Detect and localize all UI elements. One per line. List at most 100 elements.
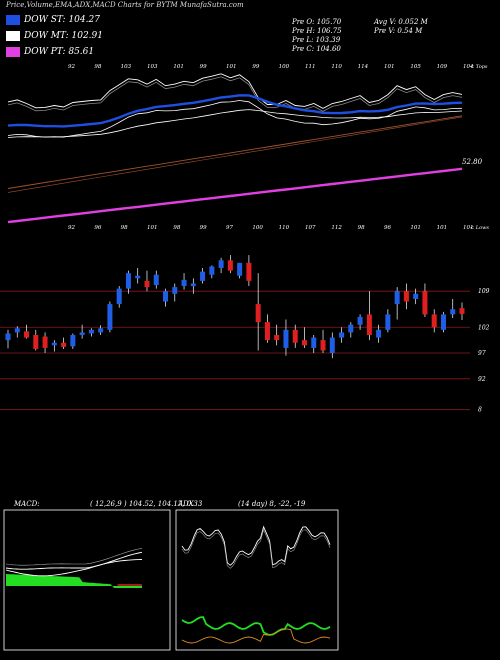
avg-volume: Avg V: 0.052 M	[374, 18, 428, 26]
legend-dow-pt: DOW PT: 85.61	[6, 45, 94, 58]
candle-down	[274, 335, 280, 341]
ema-bottom-label: 100	[252, 225, 263, 231]
candle-up	[209, 266, 215, 275]
adx-line	[181, 525, 331, 566]
ema-top-label: 101	[384, 64, 395, 70]
ema-st-line	[7, 94, 463, 128]
candle-up	[283, 329, 289, 348]
ema-top-label: 99	[200, 64, 207, 70]
candle-up	[135, 275, 141, 279]
candle-up	[190, 283, 196, 287]
ema-bottom-label: 96	[94, 225, 101, 231]
candle-down	[459, 308, 465, 314]
macd-histogram	[6, 574, 142, 588]
ema-top-label: 109	[437, 64, 448, 70]
prev-volume: Pre V: 0.54 M	[374, 27, 423, 35]
candle-down	[366, 314, 372, 335]
macd-label: MACD:	[14, 500, 40, 508]
ema-bottom-label: 110	[279, 225, 290, 231]
prev-low: Pre L: 103.39	[292, 36, 341, 44]
ema-top-label: 103	[147, 64, 158, 70]
ema-top-label: 92	[68, 64, 75, 70]
ema-top-label: 104	[463, 64, 474, 70]
candle-down	[33, 335, 39, 349]
candle-up	[79, 332, 85, 335]
price-panel: 109 102 97 92 8	[0, 255, 490, 414]
price-level-label: 109	[478, 288, 490, 295]
ema-bottom-label: 112	[331, 225, 342, 231]
ema-bottom-corner-label: < Lows	[470, 225, 489, 231]
ema-long-line-1	[7, 115, 463, 189]
legend-dow-st: DOW ST: 104.27	[6, 13, 100, 26]
adx-frame	[175, 509, 339, 651]
candle-up	[153, 274, 159, 286]
candle-up	[200, 271, 206, 281]
ema-bottom-label: 96	[384, 225, 391, 231]
legend-label-pt: DOW PT: 85.61	[24, 46, 95, 57]
ema-bottom-label: 98	[358, 225, 365, 231]
ema-bottom-label: 98	[173, 225, 180, 231]
candle-up	[218, 260, 224, 269]
ema-top-label: 105	[410, 64, 421, 70]
candle-up	[339, 332, 345, 338]
candle-down	[264, 322, 270, 341]
ema-top-label: 111	[305, 64, 316, 70]
ema-top-label: 114	[358, 64, 369, 70]
adx-plus-di-line	[181, 616, 331, 636]
ema-corner-label: < Tops	[470, 64, 488, 70]
candle-down	[431, 314, 437, 328]
legend-dow-mt: DOW MT: 102.91	[6, 29, 103, 42]
candle-up	[125, 273, 131, 289]
ema-bottom-label: 101	[463, 225, 474, 231]
price-level-label: 97	[478, 350, 486, 357]
ema-fast-white-line	[7, 100, 463, 138]
price-level-label: 92	[478, 376, 486, 383]
ema-top-label: 110	[331, 64, 342, 70]
candle-up	[394, 291, 400, 305]
candle-down	[403, 291, 409, 302]
legend-label-st: DOW ST: 104.27	[24, 14, 100, 25]
adx-panel	[175, 509, 339, 651]
ema-bottom-label: 92	[68, 225, 75, 231]
ema-bottom-label: 101	[147, 225, 158, 231]
candle-down	[255, 304, 261, 323]
candle-up	[357, 316, 363, 325]
candle-down	[144, 280, 150, 288]
legend-label-mt: DOW MT: 102.91	[24, 30, 103, 41]
candle-down	[42, 336, 48, 348]
candle-up	[440, 314, 446, 330]
candle-up	[348, 324, 354, 333]
ema-top-label: 99	[252, 64, 259, 70]
candle-up	[181, 279, 187, 287]
candle-down	[301, 340, 307, 346]
ema-top-label: 103	[121, 64, 132, 70]
candle-up	[450, 309, 456, 315]
macd-panel	[3, 509, 171, 651]
ema-price-gray-line	[7, 76, 463, 112]
prev-open: Pre O: 105.70	[292, 18, 342, 26]
adx-aux-line	[181, 528, 331, 569]
adx-label: ADX	[178, 500, 194, 508]
ema-bottom-label: 97	[226, 225, 233, 231]
candle-down	[422, 291, 428, 315]
candle-down	[292, 329, 298, 343]
ema-price-line	[7, 73, 463, 109]
candle-up	[88, 329, 94, 334]
ema-top-label: 100	[279, 64, 290, 70]
ema-bottom-label: 101	[437, 225, 448, 231]
ema-pt-line	[7, 167, 463, 224]
prev-high: Pre H: 106.75	[292, 27, 342, 35]
candle-down	[227, 260, 233, 271]
candle-down	[246, 262, 252, 281]
candle-up	[329, 337, 335, 354]
candle-up	[385, 314, 391, 330]
ema-long-line-2	[7, 116, 463, 193]
ema-bottom-label: 99	[200, 225, 207, 231]
candle-up	[5, 333, 11, 341]
ema-top-label: 101	[173, 64, 184, 70]
candle-down	[61, 342, 67, 347]
ema-end-value: 52.80	[462, 158, 483, 166]
candle-up	[172, 287, 178, 294]
adx-values: (14 day) 8, -22, -19	[238, 500, 306, 508]
